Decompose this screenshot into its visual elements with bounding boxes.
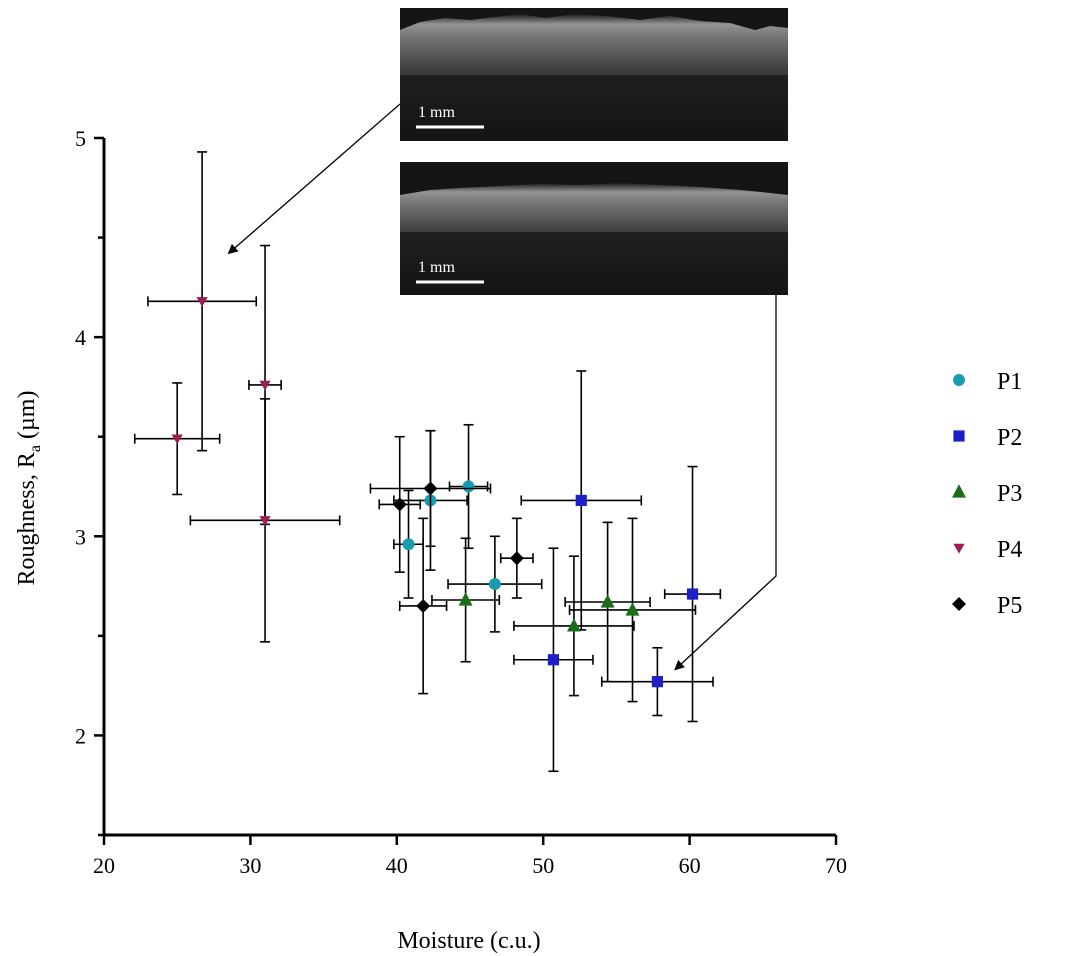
legend-marker [953, 430, 965, 442]
data-point [547, 654, 560, 666]
legend: P1 P2 P3 P4 P5 [952, 369, 1022, 619]
x-tick-label: 20 [93, 853, 115, 878]
x-tick-label: 30 [239, 853, 261, 878]
legend-label: P4 [997, 537, 1022, 563]
oct-inset-bottom: 1 mm [400, 162, 788, 295]
series-p2 [513, 370, 722, 773]
annotation-arrow-top [227, 103, 401, 255]
annotation-arrows [227, 103, 777, 671]
data-point [462, 480, 475, 493]
data-point [488, 578, 501, 591]
legend-marker [953, 374, 965, 386]
scale-bar-label: 1 mm [418, 259, 455, 276]
oct-inset-top: 1 mm [400, 8, 788, 141]
legend-item-p2: P2 [953, 425, 1022, 451]
data-marks [133, 151, 722, 773]
data-point [259, 516, 271, 526]
y-axis-label: Roughness, Ra (µm) [14, 391, 44, 586]
legend-marker [953, 543, 965, 554]
y-tick-label: 5 [75, 126, 86, 151]
x-tick-label: 40 [386, 853, 408, 878]
legend-label: P2 [997, 425, 1022, 451]
y-axis-label-unit: (µm) [14, 391, 40, 445]
legend-marker [952, 484, 966, 498]
y-tick-label: 3 [75, 524, 86, 549]
axes: 20 30 40 50 60 70 2 3 4 5 [75, 126, 847, 878]
x-tick-label: 70 [825, 853, 847, 878]
data-point [566, 618, 581, 632]
data-point [416, 598, 431, 613]
legend-item-p1: P1 [953, 369, 1022, 395]
x-tick-label: 60 [679, 853, 701, 878]
data-point [171, 434, 183, 445]
data-point [600, 594, 615, 608]
data-point [458, 592, 473, 606]
series-p3 [431, 517, 697, 703]
legend-item-p5: P5 [952, 593, 1022, 619]
legend-item-p4: P4 [953, 537, 1022, 563]
oct-deep-layer [400, 232, 788, 295]
series-p5 [369, 429, 534, 695]
data-point [402, 538, 415, 551]
data-point [686, 588, 699, 600]
legend-marker [952, 597, 966, 611]
legend-item-p3: P3 [952, 481, 1022, 507]
annotation-arrow-bottom [674, 295, 777, 671]
data-point [259, 380, 271, 391]
x-axis-label: Moisture (c.u.) [397, 928, 540, 954]
legend-label: P3 [997, 481, 1022, 507]
data-point [625, 602, 640, 616]
x-tick-label: 50 [532, 853, 554, 878]
data-point [651, 676, 663, 688]
data-point [509, 551, 524, 566]
y-axis-label-subscript: a [27, 445, 44, 452]
y-tick-label: 2 [75, 723, 86, 748]
data-point [196, 297, 208, 307]
oct-deep-layer [400, 75, 788, 141]
legend-label: P1 [997, 369, 1022, 395]
data-point [423, 481, 438, 496]
data-point [392, 497, 407, 512]
scale-bar-label: 1 mm [418, 104, 455, 121]
data-point [575, 494, 587, 507]
legend-label: P5 [997, 593, 1022, 619]
y-tick-label: 4 [75, 325, 86, 350]
series-p4 [133, 151, 341, 643]
y-axis-label-main: Roughness, R [14, 452, 40, 585]
